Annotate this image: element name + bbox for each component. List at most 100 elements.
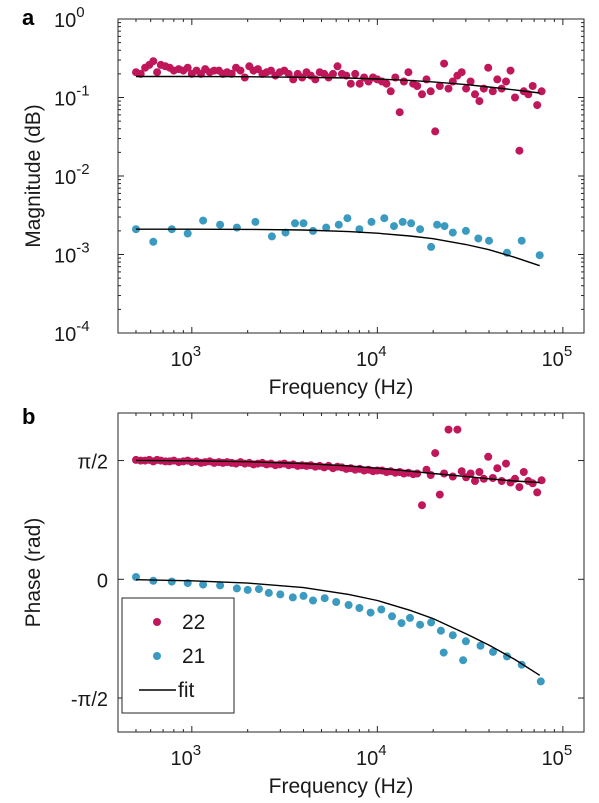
legend-marker-21 bbox=[153, 652, 161, 660]
data-point-series-22 bbox=[444, 425, 453, 434]
data-point-series-22 bbox=[431, 449, 440, 458]
data-point-series-21 bbox=[416, 620, 425, 629]
data-point-series-21 bbox=[407, 219, 416, 228]
data-point-series-21 bbox=[199, 216, 208, 225]
data-point-series-22 bbox=[457, 68, 466, 77]
x-tick-label: 104 bbox=[356, 343, 387, 371]
data-point-series-22 bbox=[533, 488, 542, 497]
data-point-series-21 bbox=[267, 232, 276, 241]
data-point-series-22 bbox=[537, 87, 546, 96]
data-point-series-21 bbox=[343, 214, 352, 223]
data-point-series-21 bbox=[309, 596, 317, 605]
data-point-series-21 bbox=[367, 217, 376, 226]
data-point-series-22 bbox=[457, 467, 466, 476]
data-point-series-22 bbox=[227, 69, 236, 78]
fit-line bbox=[135, 579, 541, 676]
data-point-series-22 bbox=[475, 468, 484, 476]
legend-label: fit bbox=[178, 679, 195, 702]
data-point-series-21 bbox=[355, 604, 364, 612]
data-point-series-21 bbox=[264, 588, 273, 597]
data-point-series-21 bbox=[388, 612, 396, 621]
fit-line bbox=[136, 228, 540, 267]
data-point-series-21 bbox=[216, 581, 225, 590]
data-point-series-22 bbox=[440, 469, 449, 478]
data-point-series-21 bbox=[535, 251, 544, 260]
data-point-series-22 bbox=[395, 108, 404, 117]
data-point-series-22 bbox=[435, 490, 444, 499]
data-point-series-22 bbox=[475, 97, 484, 106]
data-point-series-22 bbox=[515, 146, 524, 155]
data-point-series-22 bbox=[466, 469, 475, 478]
data-point-series-22 bbox=[351, 69, 360, 78]
data-point-series-22 bbox=[506, 66, 515, 75]
data-point-series-22 bbox=[355, 79, 364, 88]
data-point-series-22 bbox=[471, 477, 479, 485]
data-point-series-22 bbox=[413, 82, 422, 90]
data-point-series-21 bbox=[439, 648, 448, 657]
data-point-series-21 bbox=[416, 225, 425, 234]
data-point-series-22 bbox=[382, 79, 391, 88]
data-point-series-21 bbox=[334, 220, 343, 229]
data-point-series-21 bbox=[536, 677, 545, 686]
data-point-series-21 bbox=[448, 228, 457, 237]
data-point-series-21 bbox=[366, 608, 375, 617]
data-point-series-21 bbox=[489, 647, 497, 656]
data-point-series-21 bbox=[448, 631, 457, 640]
data-point-series-22 bbox=[183, 63, 192, 72]
data-point-series-21 bbox=[183, 229, 192, 238]
legend-label: 21 bbox=[182, 645, 205, 668]
data-point-series-21 bbox=[440, 222, 449, 231]
data-point-series-21 bbox=[251, 217, 260, 226]
data-point-series-22 bbox=[418, 501, 426, 510]
data-point-series-22 bbox=[386, 87, 395, 96]
data-point-series-21 bbox=[132, 573, 140, 581]
panel-a-magnitude-chart: 103 104 105 100 10-1 10-2 10-3 10-4 Frequency (H… bbox=[22, 4, 585, 399]
data-point-series-22 bbox=[440, 59, 449, 68]
panel-b-phase-chart: 103 104 105 π/2 0 -π/2 Frequency (Hz) Phase (ra… bbox=[22, 404, 585, 798]
data-point-series-22 bbox=[418, 90, 426, 99]
data-point-series-22 bbox=[493, 75, 502, 84]
data-point-series-22 bbox=[236, 66, 245, 75]
data-point-series-22 bbox=[497, 477, 506, 485]
data-point-series-22 bbox=[404, 68, 413, 77]
data-point-series-21 bbox=[380, 214, 389, 223]
data-point-series-21 bbox=[461, 226, 470, 235]
y-tick-label: π/2 bbox=[78, 452, 108, 474]
x-tick-label: 103 bbox=[171, 343, 202, 371]
data-point-series-21 bbox=[254, 585, 263, 594]
x-axis-label: Frequency (Hz) bbox=[269, 775, 414, 798]
data-point-series-22 bbox=[466, 77, 475, 86]
data-point-series-22 bbox=[413, 469, 422, 478]
data-point-series-21 bbox=[291, 219, 299, 228]
data-point-series-21 bbox=[355, 225, 364, 234]
data-point-series-22 bbox=[149, 57, 158, 66]
x-tick-label: 105 bbox=[542, 742, 573, 770]
data-point-series-21 bbox=[390, 222, 398, 231]
data-point-series-22 bbox=[462, 84, 471, 93]
data-point-series-21 bbox=[459, 656, 468, 665]
data-point-series-22 bbox=[240, 73, 249, 82]
data-point-series-21 bbox=[427, 242, 436, 251]
legend-box bbox=[121, 597, 235, 714]
data-point-series-21 bbox=[517, 236, 526, 245]
fit-line bbox=[135, 459, 540, 484]
legend: 22 21 fit bbox=[121, 597, 235, 714]
y-tick-label: 10-1 bbox=[54, 83, 90, 111]
data-point-series-21 bbox=[332, 598, 341, 606]
data-point-series-21 bbox=[436, 626, 445, 635]
data-point-series-21 bbox=[243, 585, 252, 594]
data-point-series-22 bbox=[484, 63, 493, 72]
data-point-series-21 bbox=[474, 234, 483, 243]
data-point-series-22 bbox=[502, 77, 510, 86]
data-point-series-22 bbox=[519, 468, 528, 476]
data-point-series-21 bbox=[406, 613, 414, 622]
data-point-series-21 bbox=[344, 601, 353, 609]
fit-line bbox=[136, 75, 540, 94]
data-point-series-21 bbox=[299, 591, 308, 600]
data-point-series-22 bbox=[484, 452, 493, 461]
data-point-series-21 bbox=[485, 236, 493, 245]
data-point-series-22 bbox=[488, 87, 497, 96]
y-axis-label: Phase (rad) bbox=[22, 518, 45, 628]
data-point-series-22 bbox=[528, 479, 537, 488]
data-point-series-22 bbox=[533, 101, 542, 110]
